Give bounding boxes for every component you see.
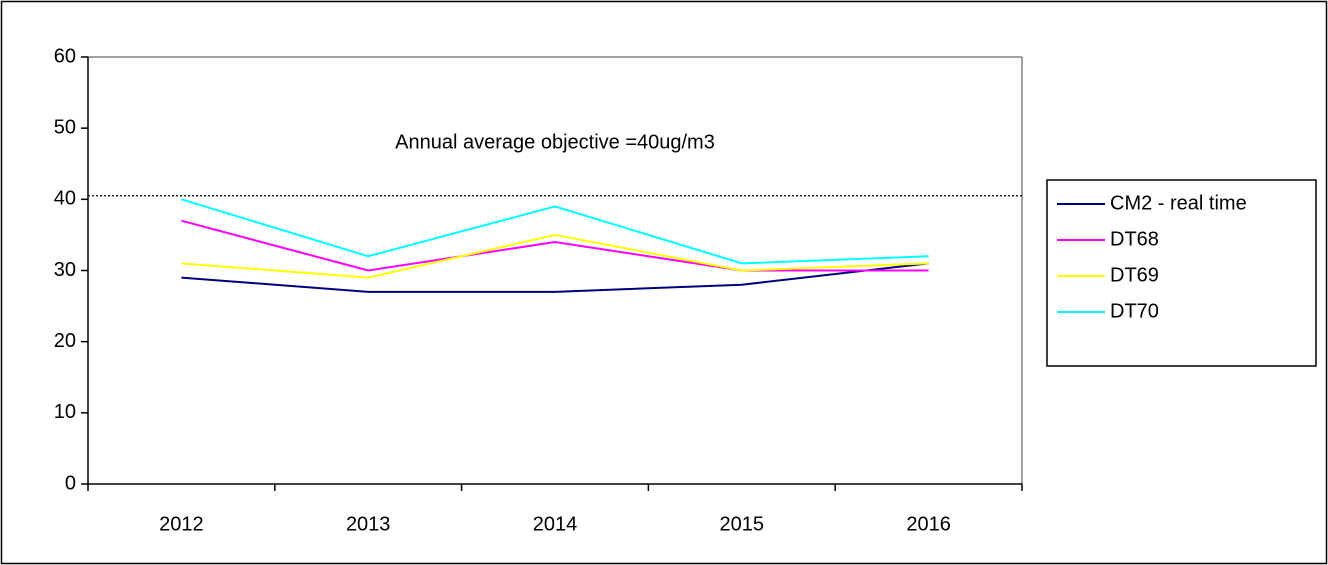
y-tick-label: 0: [65, 472, 76, 494]
y-tick-label: 30: [54, 259, 76, 281]
series-line: [181, 198, 929, 265]
series-line: [181, 233, 929, 279]
x-tick-label: 2016: [906, 513, 951, 535]
legend-label: DT69: [1110, 264, 1159, 286]
series-line: [181, 262, 929, 293]
y-tick-label: 60: [54, 45, 76, 67]
x-tick-label: 2013: [346, 513, 391, 535]
y-tick-label: 10: [54, 401, 76, 423]
legend-label: DT70: [1110, 300, 1159, 322]
x-tick-label: 2012: [159, 513, 204, 535]
x-tick-label: 2015: [720, 513, 765, 535]
x-tick-label: 2014: [533, 513, 578, 535]
y-tick-label: 40: [54, 188, 76, 210]
annotation: Annual average objective =40ug/m3: [395, 131, 715, 153]
y-tick-label: 20: [54, 330, 76, 352]
series-line: [181, 219, 929, 272]
legend-box: [1046, 179, 1317, 367]
legend-label: CM2 - real time: [1110, 192, 1247, 214]
legend-label: DT68: [1110, 228, 1159, 250]
y-tick-label: 50: [54, 116, 76, 138]
